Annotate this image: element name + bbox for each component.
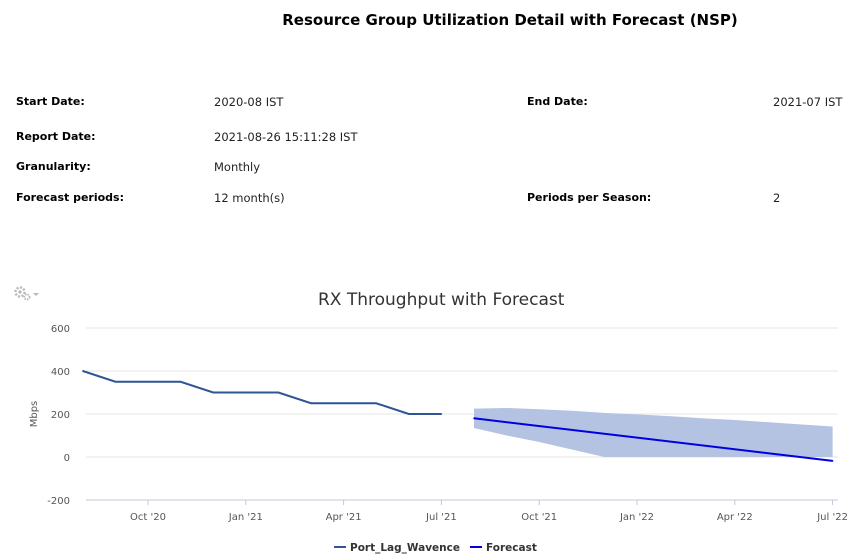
x-tick-label: Jul '22 [816,512,848,523]
y-tick-label: 200 [51,410,70,421]
data-point [310,402,312,405]
granularity-label: Granularity: [16,160,91,173]
chart-title: RX Throughput with Forecast [318,290,565,310]
y-tick-label: -200 [47,496,70,507]
forecast-periods-value: 12 month(s) [214,191,285,205]
report-title: Resource Group Utilization Detail with F… [282,11,738,29]
legend-item: Port_Lag_Wavence [350,542,460,554]
y-tick-label: 400 [51,367,70,378]
legend-item: Forecast [486,542,537,554]
x-tick-label: Jul '21 [425,512,457,523]
data-point [408,413,410,415]
y-axis-label: Mbps [29,401,40,428]
granularity-value: Monthly [214,160,261,174]
start-date-value: 2020-08 IST [214,95,284,109]
report-date-value: 2021-08-26 15:11:28 IST [214,130,358,144]
data-point [440,413,443,415]
end-date-value: 2021-07 IST [773,95,843,109]
end-date-label: End Date: [527,95,588,108]
report-date-label: Report Date: [16,130,96,143]
data-point [114,380,117,383]
data-point [245,391,247,394]
series-line-forecast [473,417,833,462]
data-point [147,380,149,383]
x-tick-label: Jan '21 [228,512,263,523]
x-tick-label: Jan '22 [619,512,654,523]
data-point [342,402,345,405]
start-date-label: Start Date: [16,95,85,108]
x-tick-label: Oct '21 [521,512,557,523]
x-tick-label: Apr '21 [326,512,362,523]
data-point [179,380,182,383]
series-line-port-lag-wavence [82,370,442,415]
y-tick-label: 0 [64,453,70,464]
periods-per-season-label: Periods per Season: [527,191,652,204]
chart-settings-gear-icon[interactable] [13,285,41,306]
data-point [473,417,475,420]
data-point [831,460,834,462]
x-tick-label: Apr '22 [717,512,753,523]
y-tick-label: 600 [51,324,70,335]
forecast-periods-label: Forecast periods: [16,191,124,204]
data-point [277,391,280,394]
periods-per-season-value: 2 [773,191,781,205]
data-point [82,370,84,372]
data-point [212,391,214,394]
x-tick-label: Oct '20 [130,512,166,523]
forecast-confidence-band [474,407,833,457]
data-point [375,402,378,405]
